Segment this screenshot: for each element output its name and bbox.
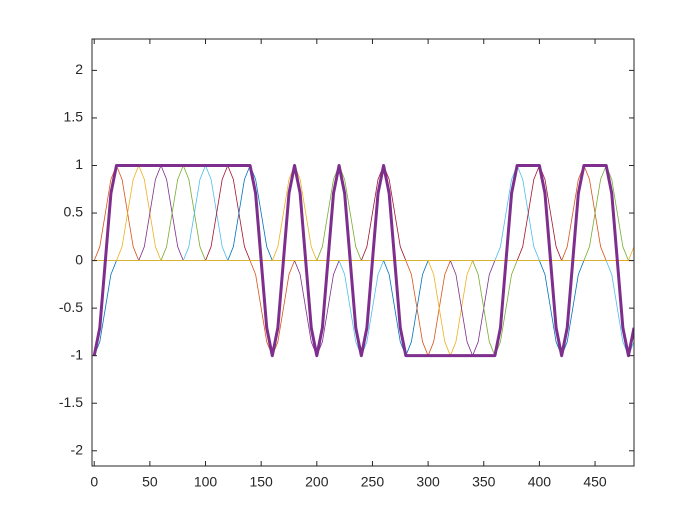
y-tick-label: -1.5 <box>59 394 83 410</box>
x-tick-label: 50 <box>142 474 158 490</box>
line-series <box>92 163 634 358</box>
y-tick-label: -0.5 <box>59 299 83 315</box>
y-tick-label: 0.5 <box>64 204 84 220</box>
y-tick-label: 2 <box>75 61 83 77</box>
line-series <box>93 165 634 261</box>
x-tick-label: 350 <box>472 474 496 490</box>
x-tick-label: 400 <box>528 474 552 490</box>
x-tick-label: 150 <box>249 474 273 490</box>
plot-lines <box>92 163 634 358</box>
y-tick-label: 1.5 <box>64 109 84 125</box>
x-tick-label: 450 <box>583 474 607 490</box>
x-tick-label: 300 <box>416 474 440 490</box>
y-tick-label: -2 <box>71 441 84 457</box>
x-tick-label: 0 <box>90 474 98 490</box>
x-tick-label: 250 <box>361 474 385 490</box>
line-series <box>94 246 634 261</box>
y-tick-label: -1 <box>71 346 84 362</box>
axes-box <box>91 38 635 467</box>
x-tick-label: 100 <box>194 474 218 490</box>
y-tick-label: 0 <box>75 251 83 267</box>
y-tick-label: 1 <box>75 156 83 172</box>
x-tick-label: 200 <box>305 474 329 490</box>
